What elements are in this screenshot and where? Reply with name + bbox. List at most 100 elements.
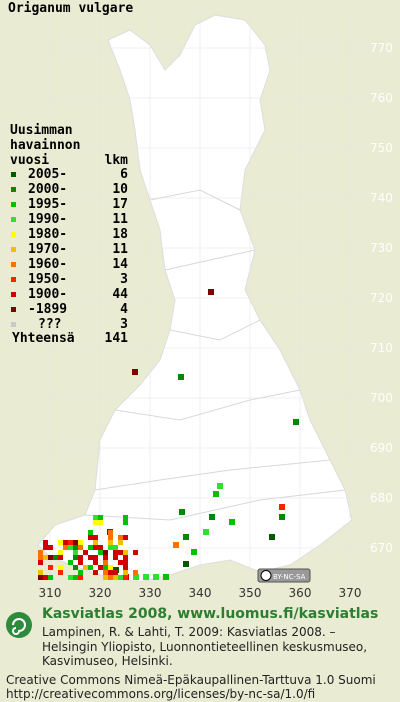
y-label: 720 xyxy=(370,291,393,305)
y-label: 710 xyxy=(370,341,393,355)
legend-count: 44 xyxy=(112,287,128,302)
citation: Helsingin Yliopisto, Luonnontieteellinen… xyxy=(42,640,367,654)
square xyxy=(68,575,73,580)
square xyxy=(38,575,43,580)
title: Origanum vulgare xyxy=(8,1,133,16)
square xyxy=(88,545,93,550)
x-label: 360 xyxy=(289,586,312,600)
square xyxy=(118,560,123,565)
square xyxy=(123,560,128,565)
y-label: 750 xyxy=(370,141,393,155)
square xyxy=(63,540,68,545)
legend-swatch xyxy=(11,307,16,312)
total-count: 141 xyxy=(105,331,129,346)
legend-label: 2000- xyxy=(28,182,67,197)
square xyxy=(53,555,58,560)
border xyxy=(164,249,256,271)
legend-label: 1980- xyxy=(28,227,67,242)
square xyxy=(93,570,98,575)
legend-count: 11 xyxy=(112,212,128,227)
x-label: 340 xyxy=(189,586,212,600)
legend-count: 3 xyxy=(120,317,128,332)
square xyxy=(93,535,98,540)
square xyxy=(88,565,93,570)
square xyxy=(279,514,285,520)
square xyxy=(123,565,128,570)
legend-count: 18 xyxy=(112,227,128,242)
square xyxy=(123,535,128,540)
square xyxy=(103,570,108,575)
square xyxy=(63,545,68,550)
square xyxy=(123,550,128,555)
square xyxy=(133,570,138,575)
border xyxy=(94,459,331,491)
square xyxy=(163,574,169,580)
legend-label: 1960- xyxy=(28,257,67,272)
x-label: 310 xyxy=(39,586,62,600)
square xyxy=(191,549,197,555)
square xyxy=(73,565,78,570)
square xyxy=(88,535,93,540)
license: Creative Commons Nimeä-Epäkaupallinen-Ta… xyxy=(6,673,376,687)
square xyxy=(73,545,78,550)
citation: Kasvimuseo, Helsinki. xyxy=(42,654,173,668)
square xyxy=(123,555,128,560)
square xyxy=(123,575,128,580)
square xyxy=(179,509,185,515)
legend-count: 6 xyxy=(120,167,128,182)
square xyxy=(83,550,88,555)
square xyxy=(103,555,108,560)
legend-label: -1899 xyxy=(28,302,67,317)
square xyxy=(183,534,189,540)
square xyxy=(113,570,118,575)
legend-count: 14 xyxy=(112,257,128,272)
square xyxy=(108,535,113,540)
square xyxy=(103,560,108,565)
square xyxy=(78,540,83,545)
square xyxy=(88,530,93,535)
square xyxy=(108,540,113,545)
square xyxy=(48,545,53,550)
square xyxy=(98,515,103,520)
legend-header: vuosi xyxy=(10,153,49,168)
footer-heading: Kasviatlas 2008, www.luomus.fi/kasviatla… xyxy=(42,606,378,622)
square xyxy=(73,550,78,555)
legend-swatch xyxy=(11,217,16,222)
y-label: 700 xyxy=(370,391,393,405)
square xyxy=(78,560,83,565)
legend-label: 1900- xyxy=(28,287,67,302)
square xyxy=(93,560,98,565)
square xyxy=(108,570,113,575)
logo-circle xyxy=(6,612,32,638)
square xyxy=(88,555,93,560)
square xyxy=(98,520,103,525)
square xyxy=(73,555,78,560)
square xyxy=(113,575,118,580)
legend-swatch xyxy=(11,277,16,282)
legend-count: 4 xyxy=(120,302,128,317)
square xyxy=(103,550,108,555)
square xyxy=(132,369,138,375)
square xyxy=(38,560,43,565)
square xyxy=(78,555,83,560)
legend-label: 1950- xyxy=(28,272,67,287)
square xyxy=(153,574,159,580)
square xyxy=(208,289,214,295)
square xyxy=(38,570,43,575)
square xyxy=(229,519,235,525)
square xyxy=(58,565,63,570)
square xyxy=(108,565,113,570)
square xyxy=(103,575,108,580)
square xyxy=(98,565,103,570)
border xyxy=(114,389,301,421)
legend-label: 1995- xyxy=(28,197,67,212)
legend-label: 2005- xyxy=(28,167,67,182)
square xyxy=(93,555,98,560)
y-label: 680 xyxy=(370,491,393,505)
square xyxy=(58,555,63,560)
observations xyxy=(38,289,299,580)
legend-label: 1970- xyxy=(28,242,67,257)
square xyxy=(279,504,285,510)
y-label: 730 xyxy=(370,241,393,255)
square xyxy=(103,565,108,570)
